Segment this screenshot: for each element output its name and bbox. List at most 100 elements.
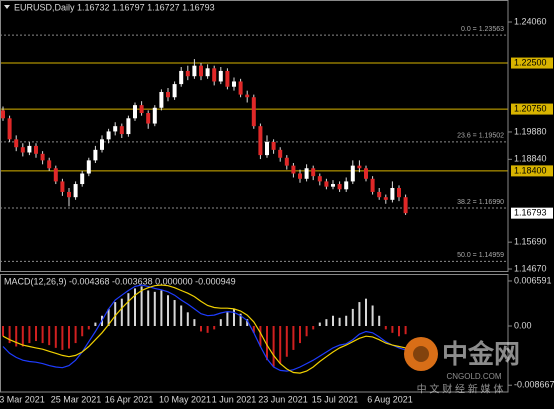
- level-label: 1.18400: [514, 165, 547, 175]
- candle-body: [34, 145, 38, 154]
- candle-body: [284, 157, 289, 166]
- candle-body: [390, 187, 395, 200]
- candle-body: [14, 139, 19, 148]
- candle-body: [113, 126, 118, 132]
- candle-body: [139, 105, 144, 114]
- histogram-bar: [279, 325, 282, 364]
- histogram-bar: [305, 325, 308, 337]
- histogram-bar: [68, 325, 70, 349]
- histogram-bar: [15, 325, 18, 347]
- y-tick-label: 1.19880: [514, 126, 547, 136]
- level-box: [511, 165, 553, 177]
- candle-body: [278, 149, 283, 158]
- price-title: EURUSD,Daily 1.16732 1.16797 1.16727 1.1…: [14, 2, 215, 12]
- histogram-bar: [54, 325, 57, 348]
- candle-body: [324, 181, 329, 187]
- histogram-bar: [114, 302, 117, 326]
- histogram-bar: [134, 288, 136, 326]
- fib-label: 0.0 = 1.23563: [461, 26, 504, 33]
- brand: 中金网: [442, 339, 520, 369]
- candle-body: [271, 141, 276, 150]
- logo-circle: [404, 337, 438, 371]
- candle-body: [152, 107, 157, 124]
- histogram-bar: [391, 325, 394, 333]
- candle-body: [337, 184, 342, 190]
- candle-body: [185, 70, 190, 77]
- candle-body: [67, 191, 71, 198]
- candle-body: [364, 168, 368, 179]
- histogram-bar: [61, 325, 64, 350]
- histogram-bar: [147, 290, 150, 326]
- candle-body: [80, 173, 85, 185]
- histogram-bar: [239, 313, 242, 326]
- histogram-bar: [252, 325, 255, 333]
- histogram-bar: [2, 325, 4, 337]
- candle-body: [232, 81, 236, 87]
- site: CNGOLD.COM: [446, 372, 501, 381]
- histogram-bar: [180, 305, 183, 326]
- histogram-bar: [325, 319, 328, 326]
- candle-body: [53, 168, 58, 182]
- candle-body: [291, 165, 296, 174]
- y-tick-label: 1.18840: [514, 154, 547, 164]
- candle-body: [205, 68, 210, 77]
- histogram-bar: [200, 325, 202, 332]
- candle-body: [146, 113, 151, 124]
- histogram-bar: [213, 325, 216, 330]
- candle-body: [225, 70, 230, 87]
- price-frame: [0, 0, 509, 272]
- y-tick-label: 0.00: [514, 320, 532, 330]
- histogram-bar: [358, 302, 361, 326]
- candle-body: [27, 145, 32, 153]
- x-tick-label: 1 Jun 2021: [212, 394, 257, 404]
- level-box: [511, 103, 553, 115]
- histogram-bar: [384, 325, 387, 330]
- candle-body: [212, 68, 217, 82]
- candle-body: [344, 181, 349, 190]
- y-tick-label: 1.14670: [514, 263, 547, 273]
- candle-body: [245, 94, 250, 98]
- candle-body: [317, 176, 322, 182]
- level-box: [511, 57, 553, 69]
- histogram-bar: [153, 291, 156, 326]
- histogram-bar: [272, 325, 275, 367]
- menu-icon[interactable]: [4, 5, 10, 9]
- candle-body: [251, 97, 256, 127]
- candle-body: [126, 118, 131, 135]
- histogram-bar: [371, 305, 374, 326]
- candle-body: [218, 70, 223, 82]
- histogram-bar: [74, 325, 77, 344]
- histogram-bar: [266, 325, 268, 361]
- histogram-bar: [226, 312, 229, 326]
- histogram-bar: [35, 325, 37, 342]
- logo-inner: [413, 346, 429, 362]
- histogram-bar: [246, 319, 249, 326]
- histogram-bar: [398, 325, 400, 337]
- candle-body: [383, 197, 388, 200]
- fib-label: 50.0 = 1.14959: [457, 252, 504, 259]
- y-tick-label: 0.006591: [514, 275, 552, 285]
- histogram-bar: [285, 325, 288, 357]
- candle-body: [238, 81, 243, 95]
- candle-body: [357, 165, 362, 169]
- candle-body: [331, 184, 335, 187]
- histogram-bar: [120, 298, 123, 326]
- candle-body: [100, 139, 104, 150]
- candle-body: [20, 147, 25, 153]
- candle-body: [403, 197, 408, 214]
- histogram-bar: [160, 290, 163, 326]
- histogram-bar: [312, 325, 315, 330]
- y-tick-label: 1.15690: [514, 237, 547, 247]
- candle-body: [397, 187, 401, 198]
- histogram-bar: [206, 325, 209, 333]
- candle-body: [60, 181, 65, 192]
- y-tick-label: 1.24060: [514, 16, 547, 26]
- histogram-bar: [81, 325, 84, 337]
- candle-body: [199, 65, 203, 77]
- x-tick-label: 3 Mar 2021: [0, 394, 45, 404]
- plot-layer: 1.24060 1.19880 1.18840 1.15690 1.14670 0.0 =…: [0, 16, 554, 404]
- x-tick-label: 15 Jul 2021: [312, 394, 359, 404]
- fib-label: 38.2 = 1.16990: [457, 199, 504, 206]
- candle-body: [133, 105, 137, 119]
